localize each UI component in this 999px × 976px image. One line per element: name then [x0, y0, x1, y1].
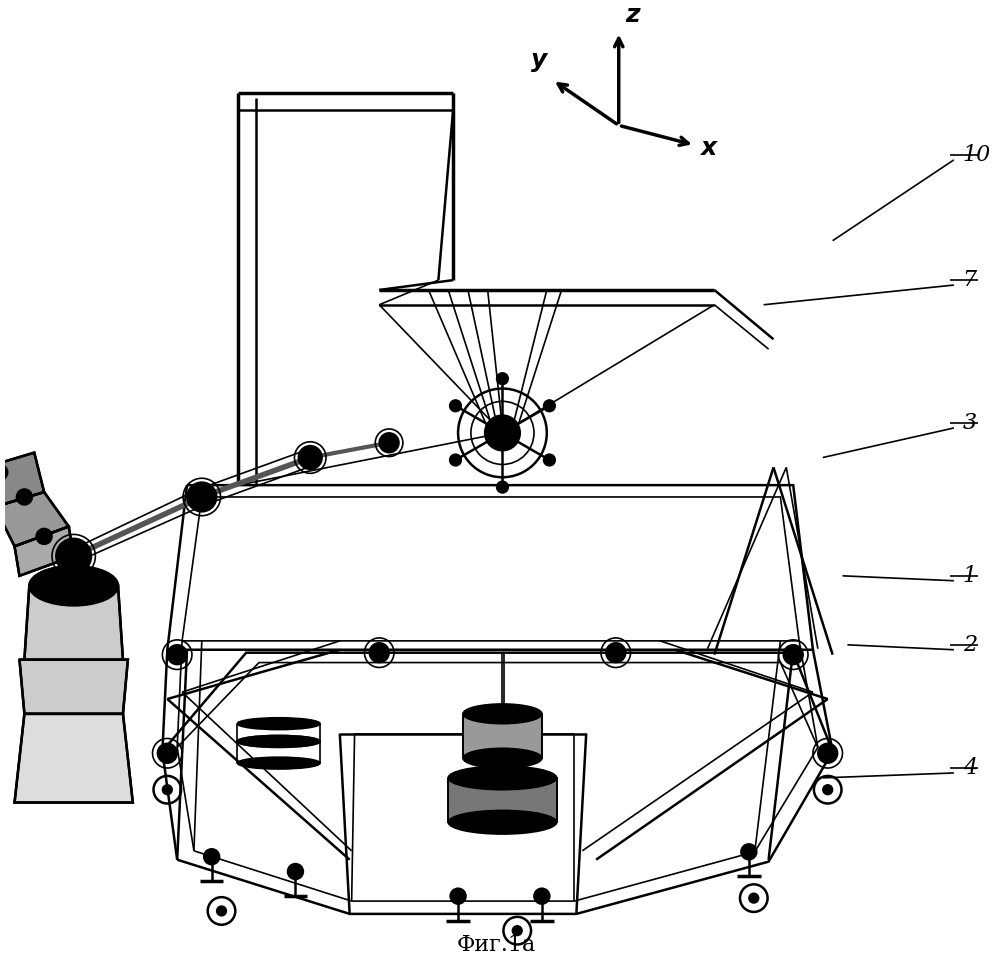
Circle shape — [543, 400, 555, 412]
Text: 1: 1 — [963, 565, 977, 587]
Text: y: y — [531, 48, 547, 72]
Circle shape — [450, 454, 462, 466]
Circle shape — [370, 643, 389, 663]
Text: 10: 10 — [963, 143, 991, 166]
Circle shape — [0, 465, 8, 480]
Circle shape — [299, 446, 322, 469]
Polygon shape — [0, 492, 69, 547]
Circle shape — [497, 481, 508, 493]
Ellipse shape — [238, 736, 320, 748]
Circle shape — [17, 489, 32, 505]
Circle shape — [167, 645, 187, 665]
Circle shape — [543, 454, 555, 466]
Circle shape — [158, 744, 177, 763]
Ellipse shape — [238, 717, 320, 730]
Ellipse shape — [449, 810, 556, 834]
Polygon shape — [15, 526, 74, 576]
Circle shape — [217, 906, 227, 915]
Ellipse shape — [238, 757, 320, 769]
Text: 4: 4 — [963, 757, 977, 779]
Polygon shape — [15, 713, 133, 802]
Polygon shape — [24, 586, 123, 660]
Circle shape — [36, 529, 52, 545]
Text: 2: 2 — [963, 633, 977, 656]
Circle shape — [380, 433, 399, 453]
Circle shape — [741, 844, 756, 860]
Polygon shape — [449, 778, 556, 822]
Text: x: x — [699, 136, 715, 160]
Circle shape — [163, 785, 172, 794]
Circle shape — [512, 925, 522, 936]
Text: 3: 3 — [963, 412, 977, 434]
Ellipse shape — [29, 566, 118, 605]
Circle shape — [56, 539, 92, 574]
Circle shape — [451, 888, 466, 904]
Ellipse shape — [463, 704, 541, 723]
Text: 7: 7 — [963, 269, 977, 291]
Circle shape — [783, 645, 803, 665]
Ellipse shape — [463, 749, 541, 768]
Circle shape — [823, 785, 832, 794]
Text: z: z — [625, 3, 640, 26]
Polygon shape — [0, 453, 44, 507]
Circle shape — [187, 482, 217, 511]
Ellipse shape — [449, 766, 556, 790]
Circle shape — [288, 864, 304, 879]
Circle shape — [606, 643, 625, 663]
Circle shape — [749, 893, 758, 903]
Text: Фиг.1а: Фиг.1а — [457, 934, 536, 956]
Circle shape — [534, 888, 549, 904]
Polygon shape — [19, 660, 128, 713]
Circle shape — [818, 744, 837, 763]
Ellipse shape — [238, 736, 320, 748]
Polygon shape — [463, 713, 541, 758]
Circle shape — [485, 415, 520, 451]
Circle shape — [204, 849, 220, 865]
Circle shape — [497, 373, 508, 385]
Circle shape — [450, 400, 462, 412]
